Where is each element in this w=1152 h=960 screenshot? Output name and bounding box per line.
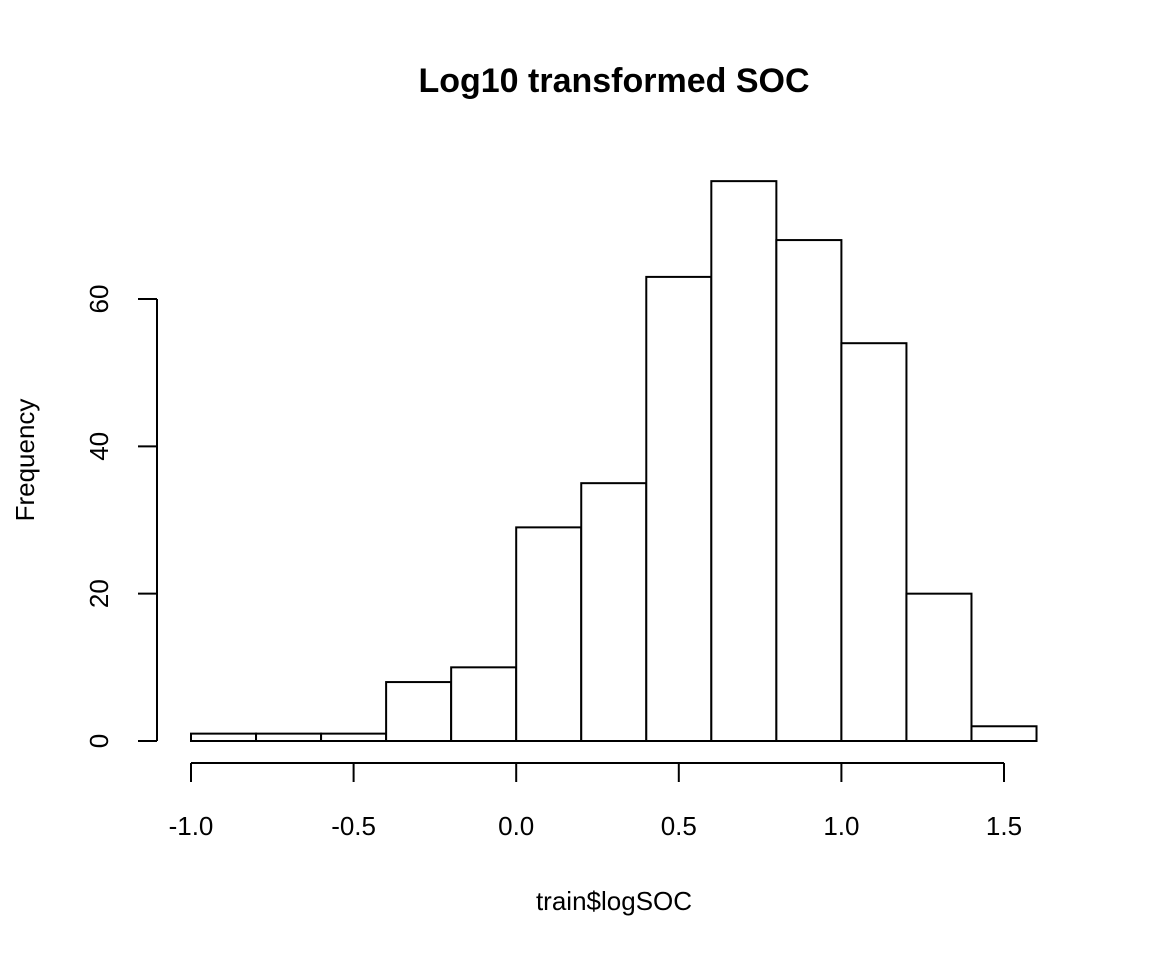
y-tick-label: 40 bbox=[84, 432, 114, 461]
histogram-bar bbox=[840, 342, 908, 742]
x-tick-label: 1.0 bbox=[823, 811, 859, 841]
histogram-bar bbox=[775, 239, 843, 742]
y-axis: 0 20 40 60 bbox=[84, 285, 158, 748]
histogram-bar bbox=[385, 681, 453, 742]
histogram-bar bbox=[190, 732, 258, 743]
histogram-bar bbox=[255, 732, 323, 743]
histogram-bar bbox=[905, 592, 973, 743]
bars-group bbox=[190, 180, 1038, 743]
histogram-bar bbox=[645, 275, 713, 742]
histogram-bar bbox=[970, 725, 1038, 742]
x-tick-label: 0.0 bbox=[498, 811, 534, 841]
x-tick-label: -0.5 bbox=[331, 811, 376, 841]
histogram-bar bbox=[710, 180, 778, 742]
x-tick-label: 1.5 bbox=[986, 811, 1022, 841]
histogram-bar bbox=[580, 482, 648, 742]
histogram-bar bbox=[320, 732, 388, 743]
x-tick-label: -1.0 bbox=[169, 811, 214, 841]
x-axis: -1.0 -0.5 0.0 0.5 1.0 1.5 bbox=[169, 762, 1022, 841]
histogram-bar bbox=[450, 666, 518, 742]
x-axis-label: train$logSOC bbox=[536, 886, 692, 916]
y-tick-label: 60 bbox=[84, 285, 114, 314]
x-tick-label: 0.5 bbox=[661, 811, 697, 841]
histogram-bar bbox=[515, 526, 583, 742]
y-tick-label: 0 bbox=[84, 734, 114, 748]
y-axis-label: Frequency bbox=[10, 399, 40, 522]
y-tick-label: 20 bbox=[84, 579, 114, 608]
chart-title: Log10 transformed SOC bbox=[418, 62, 809, 100]
